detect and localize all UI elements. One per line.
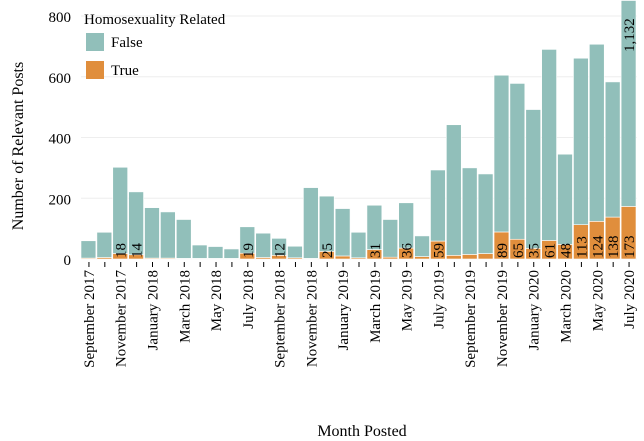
bar-segment-false bbox=[461, 167, 478, 255]
y-axis: 0 200 400 600 800 bbox=[49, 10, 72, 269]
bar-value-label: 124 bbox=[590, 235, 606, 258]
x-tick-label: January 2018 bbox=[145, 270, 161, 350]
bar-segment-false bbox=[303, 187, 319, 259]
x-tick-label: September 2018 bbox=[273, 270, 289, 368]
bar-segment-false bbox=[573, 57, 589, 225]
bar-segment-false bbox=[191, 244, 208, 259]
x-tick-label: September 2019 bbox=[463, 270, 479, 368]
bar-segment-false bbox=[334, 208, 351, 257]
bar-value-label: 35 bbox=[527, 243, 543, 258]
x-tick-label: May 2020 bbox=[590, 270, 606, 331]
bar-segment-false bbox=[112, 166, 128, 254]
x-tick-label: January 2019 bbox=[336, 270, 352, 350]
bar-segment-false bbox=[255, 232, 271, 258]
bar-segment-false bbox=[287, 245, 303, 259]
bar-value-label: 14 bbox=[130, 243, 146, 259]
bar-value-label: 89 bbox=[495, 243, 511, 258]
bar-segment-false bbox=[80, 240, 97, 259]
bar-value-label: 65 bbox=[511, 243, 527, 258]
x-tick-label: September 2017 bbox=[82, 270, 98, 368]
bar-segment-true bbox=[414, 256, 430, 260]
bar-segment-false bbox=[509, 83, 526, 240]
bar-segment-false bbox=[207, 246, 224, 259]
x-tick-label: November 2018 bbox=[304, 270, 320, 367]
y-tick-label: 200 bbox=[49, 192, 72, 208]
bar-value-label: 18 bbox=[114, 243, 130, 258]
legend-swatch bbox=[86, 33, 104, 51]
bar-value-label: 19 bbox=[241, 243, 257, 258]
bar-value-labels: 18 14 19 12 25 31 36 59 89 65 35 61 48 113 124 138 173 1,… bbox=[114, 18, 638, 258]
bar-segment-true bbox=[446, 255, 462, 260]
legend: Homosexuality Related False True bbox=[84, 12, 226, 79]
x-tick-label: March 2019 bbox=[368, 270, 384, 343]
x-tick-label: May 2019 bbox=[400, 270, 416, 331]
x-tick-label: July 2019 bbox=[431, 270, 447, 329]
bar-value-label: 173 bbox=[622, 236, 638, 259]
bar-segment-true bbox=[334, 255, 351, 260]
bar-segment-false bbox=[176, 219, 192, 259]
x-tick-label: July 2020 bbox=[622, 270, 638, 329]
bar-total-label: 1,132 bbox=[622, 18, 638, 52]
bar-value-label: 61 bbox=[543, 243, 559, 258]
x-tick-label: May 2018 bbox=[209, 270, 225, 331]
bar-segment-false bbox=[271, 238, 287, 256]
bar-value-label: 138 bbox=[606, 236, 622, 259]
x-tick-label: November 2019 bbox=[495, 270, 511, 367]
bar-segment-false bbox=[620, 0, 637, 207]
bars bbox=[80, 0, 637, 260]
y-tick-label: 0 bbox=[64, 253, 72, 269]
y-tick-label: 400 bbox=[49, 132, 72, 148]
bar-segment-false bbox=[239, 226, 256, 254]
bar-segment-false bbox=[366, 204, 383, 250]
bar-segment-false bbox=[128, 191, 144, 256]
x-axis-label: Month Posted bbox=[317, 423, 406, 440]
bar-segment-false bbox=[541, 49, 557, 241]
x-tick-label: January 2020 bbox=[527, 270, 543, 350]
bar-value-label: 25 bbox=[320, 243, 336, 258]
bar-segment-false bbox=[318, 195, 335, 252]
bar-segment-false bbox=[398, 202, 414, 249]
legend-label: False bbox=[111, 35, 143, 51]
bar-segment-false bbox=[350, 231, 367, 259]
bar-segment-false bbox=[446, 124, 462, 256]
bar-segment-true bbox=[461, 254, 478, 260]
bar-segment-false bbox=[604, 81, 621, 218]
bar-value-label: 59 bbox=[431, 243, 447, 258]
bar-segment-false bbox=[96, 231, 113, 258]
bar-segment-false bbox=[525, 109, 541, 249]
bar-segment-false bbox=[589, 43, 605, 222]
bar-segment-false bbox=[382, 219, 399, 258]
bar-segment-false bbox=[493, 74, 510, 233]
legend-label: True bbox=[111, 63, 139, 79]
bar-segment-false bbox=[414, 235, 430, 257]
y-tick-label: 800 bbox=[49, 10, 72, 26]
x-tick-label: March 2018 bbox=[177, 270, 193, 343]
legend-title: Homosexuality Related bbox=[84, 12, 226, 28]
bar-segment-false bbox=[557, 153, 573, 245]
bar-segment-false bbox=[477, 173, 494, 254]
bar-value-label: 48 bbox=[559, 243, 575, 258]
bar-segment-false bbox=[223, 248, 240, 259]
bar-segment-false bbox=[160, 211, 176, 259]
bar-value-label: 31 bbox=[368, 243, 384, 258]
bar-segment-false bbox=[144, 207, 160, 259]
bar-value-label: 113 bbox=[574, 236, 590, 258]
bar-value-label: 36 bbox=[400, 243, 416, 259]
x-tick-label: March 2020 bbox=[559, 270, 575, 343]
bar-segment-true bbox=[477, 253, 494, 260]
x-axis: September 2017 November 2017 January 2018 M… bbox=[82, 262, 638, 368]
x-tick-label: November 2017 bbox=[114, 270, 130, 368]
x-tick-label: July 2018 bbox=[241, 270, 257, 329]
bar-value-label: 12 bbox=[273, 243, 289, 258]
y-tick-label: 600 bbox=[49, 71, 72, 87]
legend-swatch bbox=[86, 61, 104, 79]
y-axis-label: Number of Relevant Posts bbox=[10, 62, 27, 230]
bar-segment-false bbox=[430, 169, 446, 242]
